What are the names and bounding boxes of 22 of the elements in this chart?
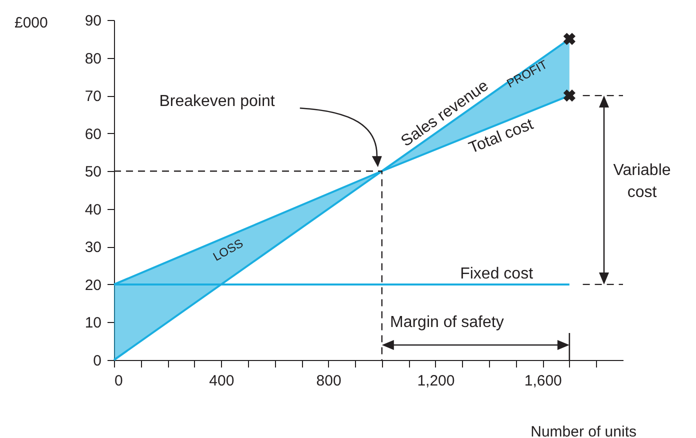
annotation: Variable cost <box>613 162 671 201</box>
y-tick-label: 30 <box>84 239 102 256</box>
text: Total cost <box>466 116 536 158</box>
y-tick-label: 80 <box>84 50 102 68</box>
y-tick-label: 90 <box>84 12 102 30</box>
y-tick-label: 20 <box>84 276 102 294</box>
x-tick-label: 0 <box>114 372 123 390</box>
x-axis-title: Number of units <box>530 424 636 438</box>
x-tick-label: 1,600 <box>524 372 562 390</box>
x-tick-label: 400 <box>209 372 234 390</box>
y-tick-label: 50 <box>84 164 102 181</box>
y-tick-label: 40 <box>84 201 102 218</box>
y-tick-label: 70 <box>84 88 102 106</box>
y-tick-label: 60 <box>84 126 102 143</box>
annotation: Breakeven point <box>159 93 276 110</box>
y-axis-title: £000 <box>14 14 48 32</box>
x-tick-label: 800 <box>316 372 342 390</box>
x-tick-label: 1,200 <box>417 372 455 390</box>
annotation: Margin of safety <box>390 314 504 331</box>
series-label: Fixed cost <box>460 265 534 282</box>
y-tick-label: 0 <box>93 352 102 370</box>
y-tick-label: 10 <box>84 314 102 332</box>
